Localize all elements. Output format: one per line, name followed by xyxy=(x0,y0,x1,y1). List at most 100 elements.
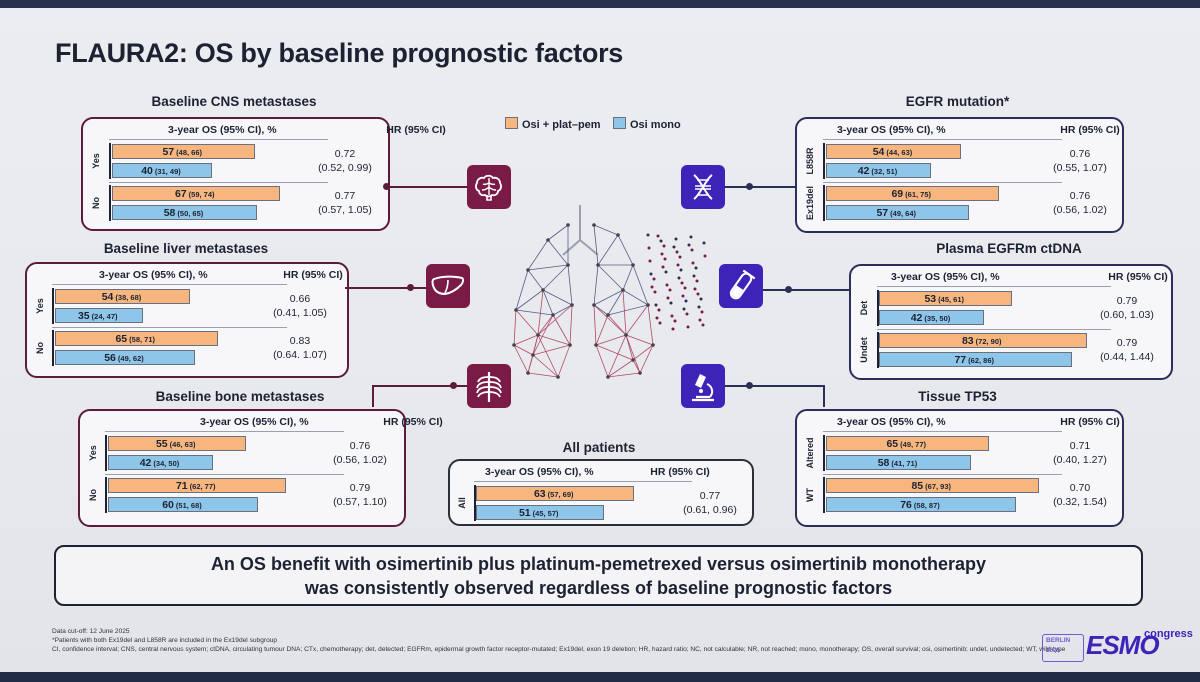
esmo-year: 2025 xyxy=(1046,647,1061,654)
bar-osi-mono: 56 (49, 62) xyxy=(55,350,195,365)
esmo-suffix: congress xyxy=(1144,628,1193,640)
lung-link xyxy=(625,334,634,361)
hr-estimate: 0.76 xyxy=(1069,148,1091,160)
group-separator xyxy=(109,182,328,183)
hr-value: 0.79 (0.44, 1.44) xyxy=(1087,336,1167,364)
connector-dot-liver xyxy=(407,284,414,291)
bar-value-ci: (58, 87) xyxy=(913,501,940,510)
legend-label-blue: Osi mono xyxy=(630,119,681,131)
lung-link xyxy=(595,334,627,346)
lung-link xyxy=(607,359,634,378)
bar-osi-mono: 42 (35, 50) xyxy=(879,310,984,325)
bar-osi-mono: 40 (31, 49) xyxy=(112,163,212,178)
particle-dot xyxy=(698,318,702,322)
lung-link xyxy=(593,224,599,266)
bar-value-number: 85 xyxy=(911,480,924,492)
particle-dot xyxy=(652,277,656,281)
particle-dot xyxy=(661,265,665,269)
lung-link xyxy=(527,354,534,374)
bar-osi-mono: 58 (41, 71) xyxy=(826,455,971,470)
group-bracket xyxy=(877,290,879,326)
particle-dot xyxy=(697,305,701,309)
lung-link xyxy=(527,239,549,271)
particle-dot xyxy=(684,299,688,303)
lung-node xyxy=(631,358,635,362)
header-os: 3-year OS (95% CI), % xyxy=(891,271,1000,283)
microscope-icon xyxy=(681,364,725,408)
bar-value-number: 58 xyxy=(163,207,176,219)
bar-value-ci: (62, 77) xyxy=(189,482,216,491)
bar-value: 63 (57, 69) xyxy=(475,487,633,502)
bar-value-number: 60 xyxy=(162,499,174,511)
group-bracket xyxy=(877,332,879,368)
lung-link xyxy=(527,264,569,271)
bar-value-ci: (58, 71) xyxy=(129,335,156,344)
bar-value-number: 65 xyxy=(886,438,899,450)
bar-value-ci: (38, 68) xyxy=(115,293,142,302)
bar-value-number: 77 xyxy=(954,354,967,366)
particle-dot xyxy=(676,263,680,267)
connector-liver xyxy=(345,287,426,289)
particle-dot xyxy=(666,296,670,300)
group-bracket xyxy=(105,477,107,513)
bar-value: 42 (32, 51) xyxy=(825,164,930,179)
panel-title-cns: Baseline CNS metastases xyxy=(151,94,317,109)
header-separator xyxy=(52,284,287,285)
esmo-brand: ESMO xyxy=(1086,630,1160,660)
bar-value-ci: (61, 75) xyxy=(905,190,932,199)
bar-value-ci: (57, 69) xyxy=(547,490,574,499)
bar-value-ci: (50, 65) xyxy=(177,209,204,218)
bar-value: 35 (24, 47) xyxy=(54,309,142,324)
bar-osi-plat: 57 (48, 66) xyxy=(112,144,255,159)
lung-node xyxy=(566,263,570,267)
lung-link xyxy=(532,314,554,356)
group-bracket xyxy=(52,330,54,366)
lung-link xyxy=(532,334,539,356)
hr-ci: (0.64. 1.07) xyxy=(273,349,327,361)
liver-icon xyxy=(426,264,470,308)
hr-value: 0.76 (0.56, 1.02) xyxy=(1040,189,1120,217)
bar-value-number: 69 xyxy=(891,188,904,200)
panel-title-bone: Baseline bone metastases xyxy=(155,389,325,404)
lung-link xyxy=(537,334,571,346)
lung-link xyxy=(515,269,529,311)
group-label-ctdna: Det xyxy=(859,300,869,316)
particle-dot xyxy=(682,307,686,311)
bar-value: 55 (46, 63) xyxy=(107,437,245,452)
group-label-all: All xyxy=(457,497,467,509)
legend-swatch-blue xyxy=(613,117,626,129)
group-bracket xyxy=(474,485,476,521)
connector-dot-ctdna xyxy=(785,286,792,293)
lung-link xyxy=(607,334,627,378)
header-os: 3-year OS (95% CI), % xyxy=(837,416,946,428)
lung-link xyxy=(552,304,573,316)
dna-icon xyxy=(681,165,725,209)
bar-value: 54 (38, 68) xyxy=(54,290,189,305)
lung-link xyxy=(607,314,627,336)
bar-value-number: 53 xyxy=(924,293,937,305)
lung-link xyxy=(567,264,573,306)
lung-node xyxy=(631,263,635,267)
lung-link xyxy=(547,224,569,241)
group-label-cns: Yes xyxy=(91,153,101,169)
particle-dot xyxy=(663,257,667,261)
lung-link xyxy=(557,344,571,378)
hr-value: 0.70 (0.32, 1.54) xyxy=(1040,481,1120,509)
bar-value-number: 76 xyxy=(900,499,912,511)
lung-link xyxy=(632,264,649,306)
header-separator xyxy=(105,431,344,432)
particle-dot xyxy=(701,323,705,327)
header-separator xyxy=(823,139,1062,140)
lung-link xyxy=(593,289,624,306)
connector-bone-v xyxy=(372,385,374,407)
panel-tp53: 3-year OS (95% CI), % HR (95% CI) Altered 6… xyxy=(795,409,1124,527)
particle-dot xyxy=(679,268,683,272)
bar-osi-mono: 58 (50, 65) xyxy=(112,205,257,220)
legend-osi-mono: Osi mono xyxy=(613,117,681,131)
hr-estimate: 0.77 xyxy=(699,490,721,502)
bar-value: 42 (35, 50) xyxy=(878,311,983,326)
particle-dot xyxy=(680,281,684,285)
particle-dot xyxy=(646,233,650,237)
hr-ci: (0.41, 1.05) xyxy=(273,307,327,319)
